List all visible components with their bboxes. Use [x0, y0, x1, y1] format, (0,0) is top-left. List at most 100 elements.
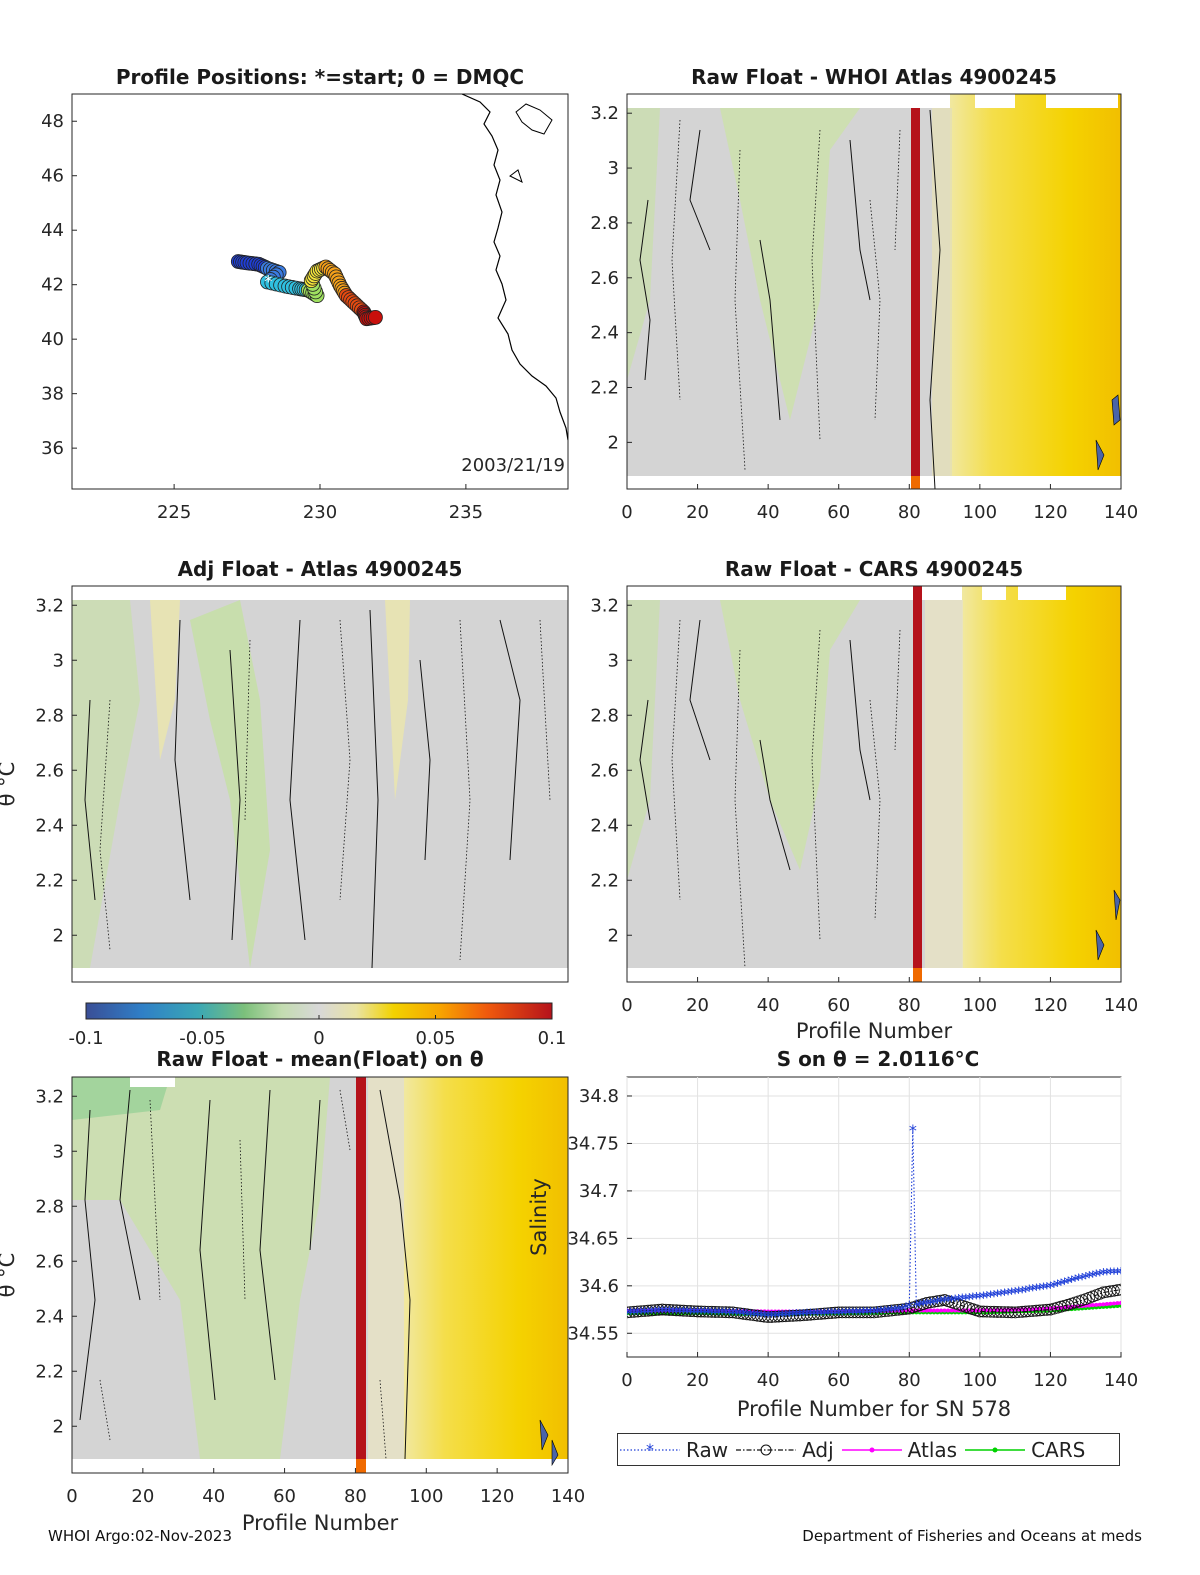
- raw-point: *: [662, 1303, 670, 1322]
- y-tick-label: 2.4: [590, 815, 619, 836]
- raw-point: *: [771, 1307, 779, 1326]
- raw-point: *: [824, 1305, 832, 1324]
- x-tick-label: 40: [202, 1486, 225, 1507]
- raw-point: *: [732, 1305, 740, 1324]
- y-tick-label: 38: [41, 384, 64, 405]
- x-tick-label: 80: [898, 995, 921, 1016]
- raw-point: *: [909, 1121, 917, 1140]
- raw-point: *: [806, 1305, 814, 1324]
- raw-point: *: [679, 1303, 687, 1322]
- x-tick-label: 60: [827, 995, 850, 1016]
- cars-ticks: 0 20 40 60 80 100 120 140 2 2.2 2.4 2.6 2.8 3 3.2: [590, 595, 1138, 1016]
- raw-point: *: [687, 1303, 695, 1322]
- raw-point: *: [1106, 1264, 1114, 1283]
- raw-point: *: [708, 1304, 716, 1323]
- cars-yellow-region: [962, 586, 1121, 968]
- start-marker: *: [264, 272, 272, 291]
- adj-point: [1002, 1306, 1014, 1319]
- y-tick-label: 2.2: [35, 870, 64, 891]
- raw-point: *: [782, 1306, 790, 1325]
- cars-title: Raw Float - CARS 4900245: [725, 557, 1023, 581]
- raw-point: *: [1099, 1265, 1107, 1284]
- raw-point: *: [969, 1289, 977, 1308]
- y-tick-label: 2.6: [590, 760, 619, 781]
- raw-point: *: [831, 1304, 839, 1323]
- raw-point: *: [799, 1305, 807, 1324]
- whoi-axes: [626, 93, 1122, 490]
- colorbar-tick-label: -0.05: [179, 1028, 226, 1049]
- raw-point: *: [690, 1303, 698, 1322]
- adj-point: [702, 1305, 715, 1318]
- raw-point: *: [789, 1306, 797, 1325]
- raw-point: *: [792, 1306, 800, 1325]
- cars-panel: Raw Float - CARS 4900245 0 20 40 60 80 100 120…: [590, 557, 1138, 1043]
- raw-point: *: [983, 1287, 991, 1306]
- raw-point: *: [761, 1307, 769, 1326]
- atlas-point: [935, 1308, 940, 1313]
- raw-point: *: [627, 1304, 635, 1323]
- cars-axes: [626, 585, 1122, 983]
- raw-point: *: [1103, 1264, 1111, 1283]
- atlas-point: [1108, 1301, 1113, 1306]
- atlas-point: [695, 1308, 700, 1313]
- raw-point: *: [874, 1303, 882, 1322]
- x-tick-label: 60: [827, 1370, 850, 1391]
- adj-point: [695, 1305, 707, 1318]
- raw-point: *: [986, 1287, 994, 1306]
- raw-point: *: [1039, 1279, 1047, 1298]
- mean-green-patch: [72, 1077, 330, 1459]
- x-tick-label: 120: [1033, 502, 1067, 523]
- legend-item-raw: * Raw: [618, 1438, 728, 1462]
- y-tick-label: 2.6: [35, 1251, 64, 1272]
- raw-point: *: [651, 1303, 659, 1322]
- cars-red-column: [913, 586, 922, 968]
- raw-point: *: [905, 1298, 913, 1317]
- mean-yellow-region: [404, 1077, 568, 1459]
- raw-point: *: [1001, 1285, 1009, 1304]
- legend-atlas-label: Atlas: [907, 1437, 958, 1462]
- cars-point: [1115, 1303, 1120, 1308]
- mean-axes: [71, 1076, 569, 1474]
- raw-point: *: [630, 1304, 638, 1323]
- x-tick-label: 140: [1104, 502, 1138, 523]
- adj-point: [991, 1306, 1004, 1318]
- y-tick-label: 3: [608, 158, 619, 179]
- raw-point: *: [725, 1304, 733, 1323]
- raw-point: *: [768, 1307, 776, 1326]
- raw-point: *: [859, 1304, 867, 1323]
- raw-point: *: [1036, 1280, 1044, 1299]
- raw-point: *: [810, 1305, 818, 1324]
- atlas-point: [1104, 1302, 1109, 1307]
- raw-point: *: [951, 1291, 959, 1310]
- x-tick-label: 20: [686, 995, 709, 1016]
- x-tick-label: 60: [827, 502, 850, 523]
- raw-point: *: [637, 1304, 645, 1323]
- raw-point: *: [1050, 1277, 1058, 1296]
- adj-point: [705, 1305, 718, 1318]
- raw-point: *: [1092, 1266, 1100, 1285]
- raw-point: *: [672, 1303, 680, 1322]
- adj-title: Adj Float - Atlas 4900245: [178, 557, 463, 581]
- raw-point: *: [930, 1294, 938, 1313]
- mean-panel: Raw Float - mean(Float) on θ 0 20 40 60 80 10…: [0, 1047, 585, 1535]
- raw-point: *: [948, 1291, 956, 1310]
- raw-point: *: [1053, 1276, 1061, 1295]
- y-tick-label: 34.75: [567, 1133, 619, 1154]
- x-tick-label: 0: [66, 1486, 77, 1507]
- adj-point: [931, 1295, 944, 1308]
- raw-point: *: [934, 1293, 942, 1312]
- raw-point: *: [1068, 1272, 1076, 1291]
- raw-point: *: [937, 1293, 945, 1312]
- colorbar: -0.1 -0.05 0 0.05 0.1: [68, 1002, 566, 1049]
- legend-raw-label: Raw: [686, 1437, 729, 1462]
- raw-point: *: [898, 1301, 906, 1320]
- x-tick-label: 230: [303, 502, 337, 523]
- y-tick-label: 2.6: [590, 268, 619, 289]
- adj-point: [981, 1305, 993, 1318]
- raw-point: *: [1117, 1264, 1125, 1283]
- raw-point: *: [888, 1302, 896, 1321]
- y-tick-label: 42: [41, 275, 64, 296]
- salinity-series: ****************************************…: [627, 1121, 1125, 1326]
- raw-point: *: [926, 1294, 934, 1313]
- raw-point: *: [1085, 1268, 1093, 1287]
